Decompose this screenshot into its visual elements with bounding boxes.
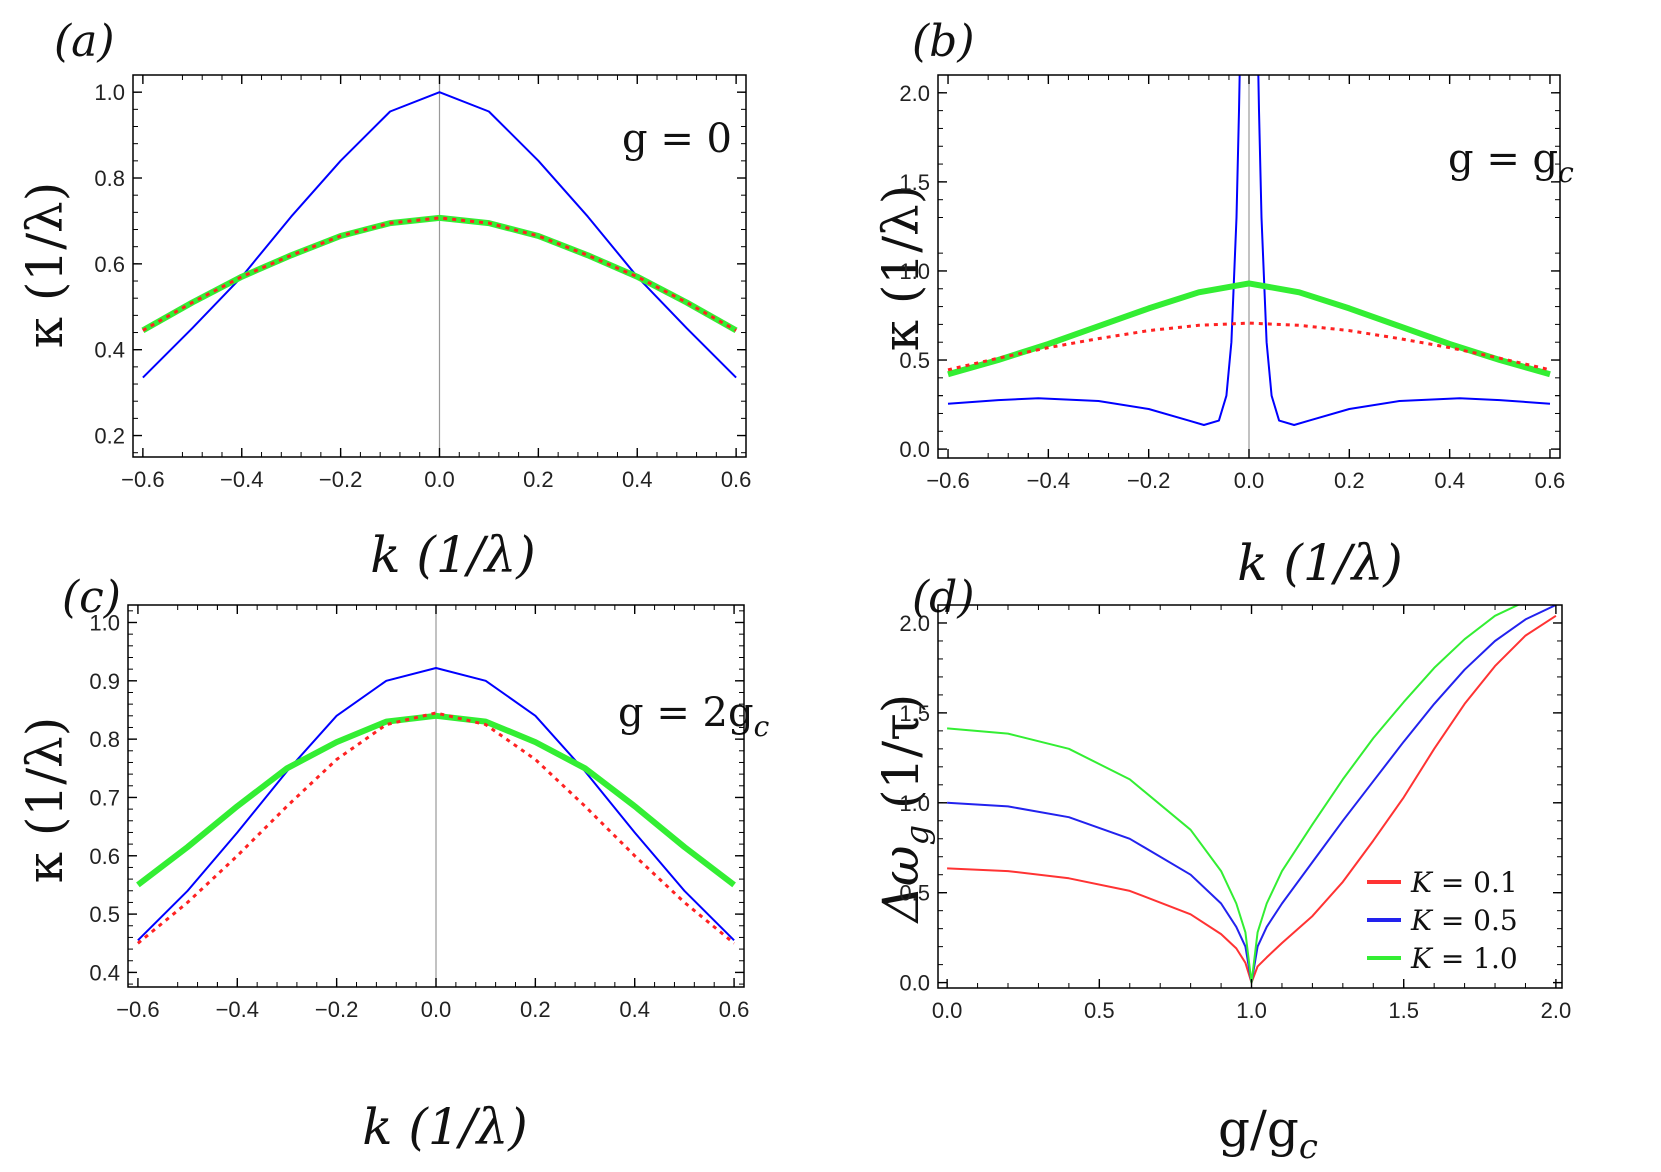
panel-annotation: g = gc xyxy=(1448,136,1574,189)
x-tick-label: −0.6 xyxy=(926,468,969,493)
panel-annotation: g = 2gc xyxy=(618,690,770,743)
series-line-1 xyxy=(947,605,1557,984)
series-group xyxy=(141,91,738,379)
panel-annotation: g = 0 xyxy=(622,116,732,162)
x-tick-label: 0.6 xyxy=(1535,468,1566,493)
x-tick-label: 0.4 xyxy=(619,997,650,1022)
y-axis-label-unit: (1/τ) xyxy=(872,694,930,825)
series-line-0 xyxy=(947,614,1557,984)
y-tick-label: 0.6 xyxy=(89,844,120,869)
x-tick-label: −0.6 xyxy=(121,467,164,492)
y-tick-label: 0.6 xyxy=(94,252,125,277)
y-tick-label: 0.8 xyxy=(94,166,125,191)
x-axis-label: k (1/λ) xyxy=(370,526,536,584)
panel-label: (c) xyxy=(62,572,121,623)
x-tick-label: −0.4 xyxy=(220,467,263,492)
panel-a: (a) g = 0 k (1/λ) κ (1/λ) −0.6 −0.4 −0.2 0.… xyxy=(16,16,751,584)
panel-d: (d) g/gc Δωg (1/τ) 0.0 0.5 1.0 1.5 2.0 0.0 0.5… xyxy=(872,572,1571,1167)
x-tick-label: −0.2 xyxy=(319,467,362,492)
annotation-main: g = 2g xyxy=(618,690,754,736)
x-tick-label: 0.5 xyxy=(1084,998,1115,1023)
x-axis-label-subscript: c xyxy=(1299,1127,1318,1167)
x-tick-label: 1.5 xyxy=(1388,998,1419,1023)
x-tick-label: −0.4 xyxy=(1027,468,1070,493)
y-tick-label: 2.0 xyxy=(899,611,930,636)
y-tick-label: 1.0 xyxy=(899,259,930,284)
panel-label: (b) xyxy=(912,16,975,67)
annotation-subscript: c xyxy=(754,710,770,743)
y-tick-label: 0.4 xyxy=(89,960,120,985)
x-tick-label: 0.0 xyxy=(421,997,452,1022)
x-tick-label: 2.0 xyxy=(1541,998,1572,1023)
x-tick-label: 0.0 xyxy=(1234,468,1265,493)
y-tick-label: 2.0 xyxy=(899,81,930,106)
panel-c: (c) g = 2gc k (1/λ) κ (1/λ) −0.6 −0.4 −0.2… xyxy=(16,572,770,1156)
x-tick-label: 0.4 xyxy=(1434,468,1465,493)
series-line-1 xyxy=(136,712,736,888)
x-axis-label: g/gc xyxy=(1218,1100,1318,1167)
x-axis-label: k (1/λ) xyxy=(362,1098,528,1156)
panel-label: (d) xyxy=(912,572,975,623)
y-tick-label: 0.5 xyxy=(899,348,930,373)
series-line-1 xyxy=(947,280,1551,378)
y-tick-label: 0.8 xyxy=(89,727,120,752)
y-tick-label: 1.5 xyxy=(899,701,930,726)
annotation-subscript: c xyxy=(1558,156,1574,189)
x-tick-label: 0.6 xyxy=(721,467,752,492)
annotation-main: g = g xyxy=(1448,136,1558,182)
y-tick-label: 1.5 xyxy=(899,170,930,195)
legend-label: K = 1.0 xyxy=(1410,942,1518,975)
y-tick-label: 1.0 xyxy=(89,610,120,635)
y-tick-label: 0.4 xyxy=(94,338,125,363)
x-tick-label: −0.4 xyxy=(216,997,259,1022)
y-axis-label: Δωg (1/τ) xyxy=(872,694,936,925)
x-tick-label: 0.2 xyxy=(1334,468,1365,493)
legend-label: K = 0.1 xyxy=(1410,866,1518,899)
y-tick-label: 0.0 xyxy=(899,437,930,462)
y-tick-label: 0.7 xyxy=(89,785,120,810)
series-line-2 xyxy=(947,605,1521,984)
x-axis-label-main: g/g xyxy=(1218,1100,1299,1158)
legend: K = 0.1 K = 0.5 K = 1.0 xyxy=(1367,866,1518,975)
y-axis-label: κ (1/λ) xyxy=(16,717,74,884)
y-tick-label: 0.5 xyxy=(899,881,930,906)
y-tick-label: 0.2 xyxy=(94,424,125,449)
panel-b: (b) g = gc k (1/λ) κ (1/λ) −0.6 −0.4 −0.2 0… xyxy=(872,16,1574,592)
x-axis-label: k (1/λ) xyxy=(1237,534,1403,592)
series-group xyxy=(947,605,1557,984)
x-tick-label: 0.0 xyxy=(932,998,963,1023)
y-tick-label: 1.0 xyxy=(899,791,930,816)
x-tick-label: 1.0 xyxy=(1236,998,1267,1023)
series-line-0 xyxy=(947,75,1551,426)
x-tick-label: −0.6 xyxy=(116,997,159,1022)
y-axis-label-main: Δω xyxy=(872,845,930,924)
y-tick-label: 0.9 xyxy=(89,669,120,694)
x-tick-label: −0.2 xyxy=(1127,468,1170,493)
x-tick-label: 0.6 xyxy=(719,997,750,1022)
legend-label: K = 0.5 xyxy=(1410,904,1518,937)
series-line-1 xyxy=(141,214,738,334)
series-line-0 xyxy=(137,667,735,942)
y-axis-label: κ (1/λ) xyxy=(872,185,930,352)
series-group xyxy=(136,667,736,945)
x-tick-label: 0.2 xyxy=(523,467,554,492)
plot-frame xyxy=(937,604,1563,989)
y-tick-label: 1.0 xyxy=(94,80,125,105)
x-tick-label: 0.2 xyxy=(520,997,551,1022)
panel-label: (a) xyxy=(54,16,115,67)
y-axis-label-subscript: g xyxy=(898,825,936,845)
x-tick-label: −0.2 xyxy=(315,997,358,1022)
series-group xyxy=(947,75,1551,426)
x-tick-label: 0.4 xyxy=(622,467,653,492)
series-line-2 xyxy=(136,711,736,945)
y-tick-label: 0.0 xyxy=(899,971,930,996)
y-axis-label: κ (1/λ) xyxy=(16,182,74,349)
y-tick-label: 0.5 xyxy=(89,902,120,927)
x-tick-label: 0.0 xyxy=(424,467,455,492)
series-line-2 xyxy=(947,321,1551,372)
